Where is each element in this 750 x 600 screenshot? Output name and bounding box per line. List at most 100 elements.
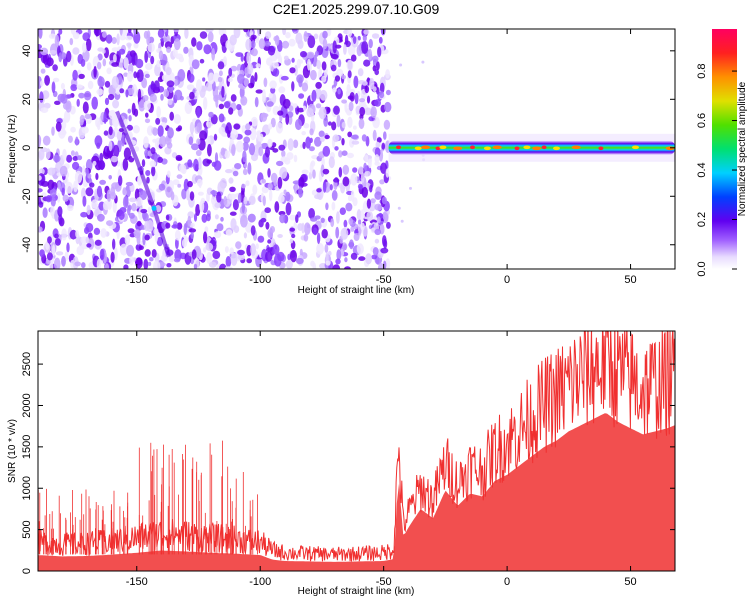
spectrogram-noise-blob [294,64,298,76]
spectrogram-noise-blob [38,43,42,50]
spectrogram-noise-blob [243,136,251,144]
spectrogram-noise-blob [187,159,193,168]
spectrogram-noise-blob [369,184,373,193]
spectrogram-noise-blob [251,48,258,57]
spectrogram-noise-blob [142,95,149,102]
spectrogram-noise-blob [118,211,125,220]
spectrogram-tone-band [388,140,675,155]
spectrogram-noise-blob [247,162,252,175]
spectrogram-noise-blob [370,198,376,204]
spectrogram-noise-blob [342,176,350,187]
spectrogram-noise-blob [188,136,194,145]
spectrogram-noise-blob [149,160,157,168]
spectrogram-noise-blob [161,74,167,81]
spectrogram-noise-blob [289,238,294,244]
spectrogram-hot-spot [470,145,475,150]
spectrogram-noise-blob [189,191,195,201]
spectrogram-noise-blob [357,68,364,77]
spectrogram-noise-blob [131,203,137,212]
spectrogram-noise-blob [187,180,193,188]
spectrogram-tone-region [388,133,675,162]
spectrogram-noise-blob [237,254,245,261]
spectrogram-noise-blob [60,93,68,104]
spectrogram-noise-blob [361,80,368,86]
snr-y-tick-label: 2000 [21,393,33,417]
spectrogram-noise-blob [235,241,242,250]
spectrogram-noise-blob [157,156,164,163]
spectrogram-hot-spot [435,146,441,151]
spectrogram-noise-blob [261,178,266,184]
spectrogram-noise-blob [351,140,360,145]
spectrogram-noise-blob [340,227,349,240]
spectrogram-noise-blob [309,128,314,136]
spectrogram-noise-blob [172,179,180,186]
spectrogram-noise-blob [42,207,48,218]
spectrogram-noise-blob [288,105,294,112]
spectrogram-noise-blob [315,81,322,89]
spectrogram-noise-blob [140,208,148,214]
spectrogram-noise-blob [191,249,197,260]
spectrogram-noise-blob [254,72,258,82]
spectrogram-noise-blob [220,147,226,156]
spectrogram-noise-blob [40,80,44,87]
spectrogram-noise-blob [299,248,303,257]
spectrogram-noise-blob [187,215,192,227]
spectrogram-noise-blob [303,123,310,129]
spectrogram-noise-blob [165,186,173,198]
spectrogram-noise-blob [262,195,266,207]
colorbar-tick-label: 0.4 [696,162,708,177]
spectrogram-noise-blob [316,232,321,245]
spectrogram-noise-blob [382,235,387,247]
spectrogram-noise-blob [248,82,255,89]
spectrogram-noise-blob [361,186,368,198]
spectrogram-noise-blob [91,96,98,110]
spectrogram-noise-blob [322,180,327,193]
spectrogram-noise-blob [352,36,357,45]
spectrogram-noise-blob [255,243,259,250]
spectrogram-noise-blob [38,175,42,181]
spectrogram-noise-blob [225,125,229,134]
spectrogram-noise-blob [175,237,179,250]
spectrogram-noise-blob [174,79,179,87]
spectrogram-noise-blob [191,59,200,70]
snr-x-ticks: -150 -100 -50 0 50 [126,331,637,588]
spectrogram-noise-blob [237,249,245,256]
spectrogram-noise-blob [279,213,286,224]
spectrogram-noise-blob [400,219,404,223]
spectrogram-noise-blob [224,150,230,159]
spectrogram-noise-blob [46,57,54,67]
spectrogram-noise-blob [206,213,211,222]
spectrogram-noise-blob [72,69,78,81]
spectrogram-noise-blob [335,258,341,265]
spectrogram-noise-blob [234,163,242,170]
spectrogram-noise-blob [244,129,252,136]
spectrogram-noise-blob [106,189,112,202]
spectrogram-noise-blob [228,67,233,77]
spectrogram-noise-blob [38,135,41,148]
spectrogram-noise-blob [310,69,317,81]
spectrogram-noise-blob [199,200,205,213]
spectrogram-noise-blob [147,261,152,266]
spectrogram-noise-blob [102,31,107,38]
spectrogram-noise-blob [269,226,275,233]
spectrogram-noise-blob [350,173,358,186]
spectrogram-noise-blob [298,186,303,198]
spectrogram-noise-blob [59,165,68,177]
spectrogram-noise-blob [250,116,258,127]
spectrogram-noise-blob [363,29,370,35]
spectrogram-noise-blob [261,186,269,194]
spectrogram-noise-blob [42,135,51,146]
spectrogram-hot-spot [439,145,447,150]
spectrogram-noise-blob [360,222,365,231]
spectrogram-noise-blob [147,206,152,215]
spectrogram-noise-blob [108,140,113,152]
spectrogram-noise-blob [151,165,156,177]
spectrogram-noise-blob [145,170,151,176]
spectrogram-noise-blob [143,100,151,111]
spectrogram-noise-blob [203,96,208,110]
spectrogram-noise-blob [276,160,284,167]
spectrogram-noise-blob [150,83,157,91]
spectrogram-noise-blob [175,154,183,161]
spectrogram-noise-blob [346,83,351,93]
spectrogram-noise-blob [341,99,347,104]
